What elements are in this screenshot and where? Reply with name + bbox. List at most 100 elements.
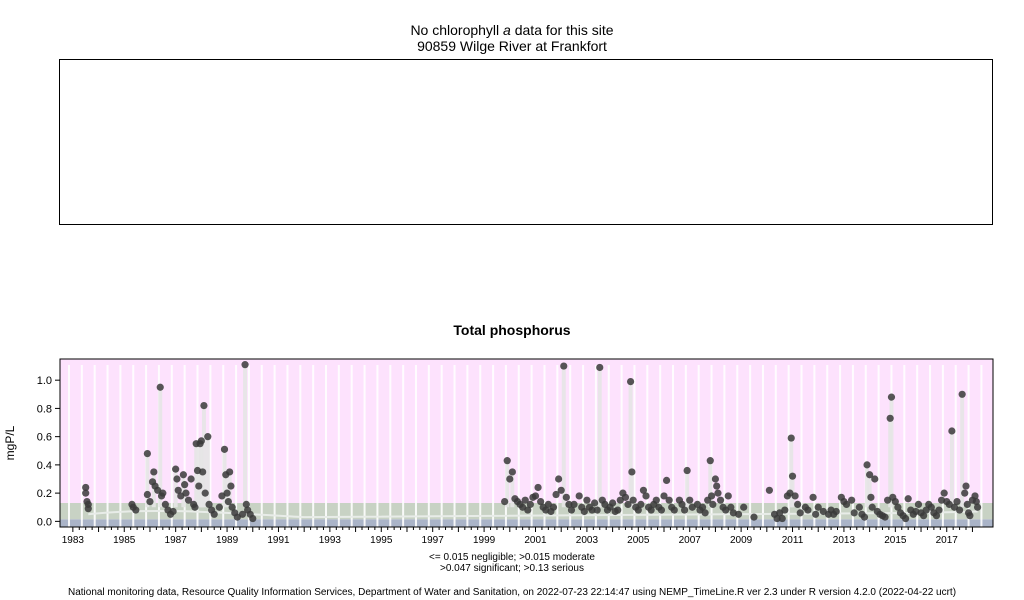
data-point [660,492,668,500]
data-point [626,377,635,386]
data-point [609,499,617,507]
data-point [707,492,716,500]
data-point [804,506,812,514]
x-tick-label: 2015 [884,535,907,546]
data-point [199,468,207,476]
data-point [84,505,92,513]
y-tick-label: 0.2 [37,488,52,500]
data-point [794,500,802,509]
y-tick-label: 0.6 [37,432,52,444]
x-tick-label: 2011 [782,535,804,546]
data-point [555,475,563,483]
data-point [249,514,257,523]
chlorophyll-title-suffix: data for this site [510,22,614,38]
chlorophyll-empty-plot [59,59,993,225]
data-point [531,492,540,500]
data-point [156,383,164,391]
data-point [920,512,928,520]
chlorophyll-title-prefix: No chlorophyll [410,22,500,38]
band-serious [60,359,993,503]
data-point [881,513,889,521]
data-point [940,489,948,497]
data-point [552,490,560,499]
y-tick-label: 0.4 [37,460,52,472]
chlorophyll-title: No chlorophyll a data for this site [0,22,1024,38]
y-tick-label: 0.8 [37,403,52,415]
y-tick-label: 1.0 [37,375,52,387]
data-point [195,482,203,490]
data-point [521,496,529,504]
data-point [814,503,822,511]
data-point [82,489,90,497]
data-point [223,489,231,497]
data-point [860,513,869,521]
data-point [238,510,247,518]
data-point [506,475,514,483]
data-point [82,483,90,492]
data-point [832,507,840,516]
data-point [210,510,218,518]
data-point [621,493,630,501]
data-point [740,503,748,511]
data-point [624,500,632,509]
data-point [580,507,588,516]
trend-line [88,509,978,519]
data-point [848,496,856,504]
data-point [172,465,180,473]
phosphorus-chart: 0.00.20.40.60.81.0 1983 1985 1987 1989 1991 1… [3,358,994,546]
data-point [200,401,208,410]
data-point [972,497,980,506]
data-point [871,475,879,483]
data-point [637,500,645,509]
x-axis: 1983 1985 1987 1989 1991 1993 1995 1997 1999 2001… [62,527,973,546]
data-point [791,492,799,500]
site-name: 90859 Wilge River at Frankfort [417,38,607,54]
data-point [150,468,158,476]
x-tick-label: 2003 [576,535,599,546]
data-point [501,497,509,506]
data-point [787,434,795,442]
data-point [958,390,966,398]
data-point [205,500,213,509]
data-point [914,500,923,509]
data-point [850,509,858,517]
data-point [197,437,205,445]
data-point [701,509,709,517]
x-tick-label: 1993 [319,535,342,546]
data-point [560,362,568,370]
data-point [241,361,249,369]
data-point [642,492,650,500]
data-point [765,486,773,494]
data-point [187,475,195,483]
data-point [226,468,234,476]
data-point [678,500,686,509]
data-point [652,496,660,504]
data-point [948,427,956,435]
data-point [161,500,169,509]
data-point [204,433,212,441]
x-tick-label: 1985 [113,535,136,546]
data-point [159,489,167,497]
legend-line-2: >0.047 significant; >0.13 serious [440,563,584,574]
data-point [143,490,151,499]
data-point [866,471,874,479]
legend-line-1: <= 0.015 negligible; >0.015 moderate [429,552,595,563]
data-point [220,445,229,453]
x-tick-label: 2017 [936,535,959,546]
data-point [629,496,637,504]
data-point [809,493,817,501]
data-point [842,500,851,509]
data-point [778,514,786,523]
data-point [174,486,182,494]
data-point [927,503,935,511]
data-point [224,497,232,506]
x-tick-label: 2009 [730,535,753,546]
data-point [812,510,820,518]
data-point [724,492,732,500]
data-point [567,506,576,514]
data-point [242,500,250,509]
data-point [614,506,622,514]
plot-frame [59,358,994,528]
data-point [537,497,545,506]
data-point [886,414,894,422]
